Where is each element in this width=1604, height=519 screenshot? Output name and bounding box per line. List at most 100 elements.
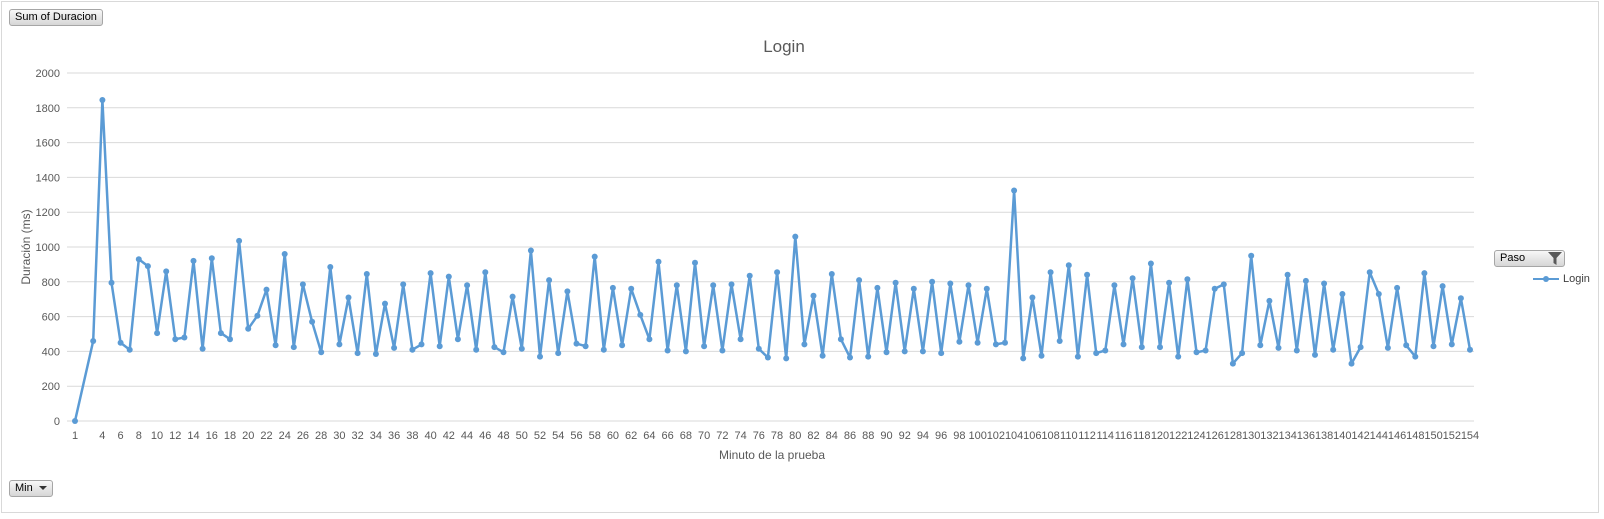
x-tick-label: 76 [753,430,765,442]
y-tick-label: 1800 [36,103,60,115]
data-point [163,268,170,275]
data-point [1175,353,1182,360]
x-axis-label: Minuto de la prueba [719,448,825,462]
data-point [400,281,407,288]
data-point [919,348,926,355]
data-point [564,288,571,295]
data-point [609,284,616,291]
x-tick-label: 88 [862,430,874,442]
data-point [454,336,461,343]
x-tick-label: 24 [279,430,291,442]
data-point [172,336,179,343]
data-point [272,342,279,349]
x-tick-label: 120 [1151,430,1169,442]
data-point [983,285,990,292]
data-point [1357,344,1364,351]
data-point [810,292,817,299]
data-point [1366,269,1373,276]
x-tick-label: 22 [260,430,272,442]
x-tick-label: 152 [1443,430,1461,442]
axis-field-dropdown[interactable]: Min [9,480,53,497]
data-point [1275,344,1282,351]
data-point [883,349,890,356]
data-point [190,257,197,264]
data-point [345,294,352,301]
x-tick-label: 96 [935,430,947,442]
data-point [1011,187,1018,194]
data-point [1220,281,1227,288]
data-point [1038,352,1045,359]
y-tick-label: 200 [42,381,60,393]
data-point [327,264,334,270]
series-field-label: Paso [1500,252,1526,264]
sum-field-button[interactable]: Sum of Duracion [9,9,103,26]
x-tick-label: 12 [169,430,181,442]
x-tick-label: 36 [388,430,400,442]
x-tick-label: 112 [1078,430,1096,442]
x-tick-label: 130 [1242,430,1260,442]
data-point [72,418,78,424]
x-tick-label: 122 [1169,430,1187,442]
x-tick-label: 32 [352,430,364,442]
x-tick-label: 8 [136,430,142,442]
data-point [591,253,598,260]
data-point [1430,343,1437,350]
series-field-button[interactable]: Paso [1494,250,1565,267]
data-point [518,345,525,352]
data-point [673,282,680,289]
x-tick-label: 52 [534,430,546,442]
data-point [245,325,252,332]
data-point [500,349,507,356]
data-point [1266,297,1273,304]
data-point [1348,360,1355,367]
data-point [90,338,97,344]
data-point [254,312,261,319]
data-point [354,350,361,357]
x-tick-label: 138 [1315,430,1333,442]
data-point [856,277,863,284]
x-tick-label: 82 [807,430,819,442]
data-point [737,336,744,343]
data-point [236,237,243,244]
chevron-down-icon [38,486,47,491]
data-point [1394,284,1401,291]
data-point [701,343,708,350]
data-point [436,343,443,350]
x-tick-label: 132 [1260,430,1278,442]
data-point [1056,338,1063,344]
data-point [1384,344,1391,351]
x-tick-label: 28 [315,430,327,442]
data-point [1047,269,1054,276]
x-tick-label: 58 [589,430,601,442]
x-tick-label: 70 [698,430,710,442]
data-point [1321,280,1328,287]
x-tick-label: 78 [771,430,783,442]
data-point [154,330,161,337]
x-tick-label: 42 [443,430,455,442]
x-tick-label: 20 [242,430,254,442]
data-point [1211,285,1218,292]
data-point [837,336,844,343]
data-point [1084,271,1091,278]
y-tick-label: 400 [42,346,60,358]
data-point [555,350,562,357]
data-point [1166,279,1173,286]
x-tick-label: 134 [1278,430,1296,442]
x-tick-label: 86 [844,430,856,442]
data-point [382,300,388,307]
data-point [600,346,607,353]
x-tick-label: 90 [880,430,892,442]
x-tick-label: 92 [899,430,911,442]
data-point [318,349,325,356]
x-tick-label: 94 [917,430,929,442]
data-point [929,278,936,285]
x-tick-label: 6 [118,430,124,442]
x-tick-label: 108 [1041,430,1059,442]
x-tick-label: 98 [953,430,965,442]
x-tick-label: 34 [370,430,382,442]
data-point [774,269,781,276]
data-point [199,345,206,352]
data-point [427,270,434,277]
